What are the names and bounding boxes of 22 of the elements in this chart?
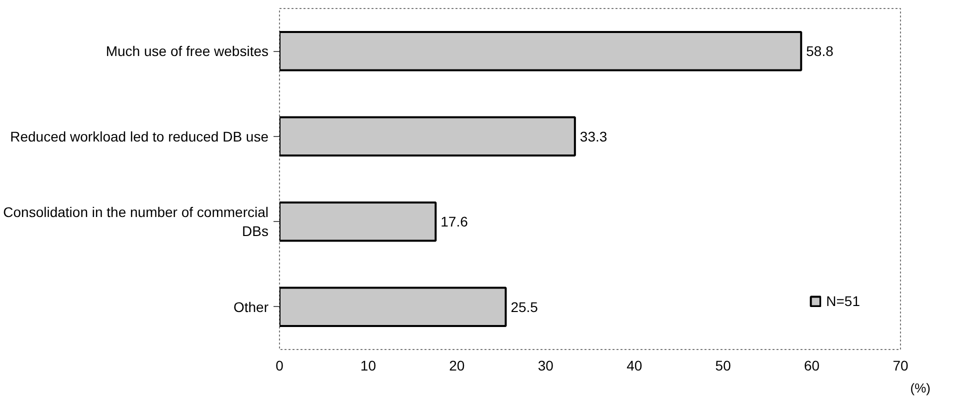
x-tick-label: 10 bbox=[360, 358, 376, 374]
data-label: 33.3 bbox=[580, 128, 608, 144]
legend-label: N=51 bbox=[826, 293, 860, 309]
x-tick-label: 0 bbox=[276, 358, 284, 374]
data-label: 25.5 bbox=[510, 298, 538, 315]
data-label: 58.8 bbox=[806, 43, 834, 60]
x-tick-label: 70 bbox=[892, 358, 908, 374]
bar bbox=[280, 116, 576, 157]
x-tick-label: 40 bbox=[626, 358, 642, 374]
bar bbox=[280, 30, 802, 72]
x-axis-title: (%) bbox=[910, 380, 930, 396]
x-tick-label: 20 bbox=[449, 358, 465, 374]
x-tick-label: 30 bbox=[538, 358, 554, 374]
y-tick-label: Reduced workload led to reduced DB use bbox=[10, 128, 269, 144]
y-tick-label: Consolidation in the number of commercial DBs bbox=[3, 204, 269, 240]
bar bbox=[280, 201, 437, 242]
data-label: 17.6 bbox=[440, 214, 468, 230]
x-tick-label: 50 bbox=[715, 358, 732, 374]
y-tick-label: Other bbox=[233, 298, 269, 315]
y-tick-label: Much use of free websites bbox=[106, 43, 269, 60]
x-tick-label: 60 bbox=[804, 358, 820, 374]
bar bbox=[280, 286, 507, 328]
